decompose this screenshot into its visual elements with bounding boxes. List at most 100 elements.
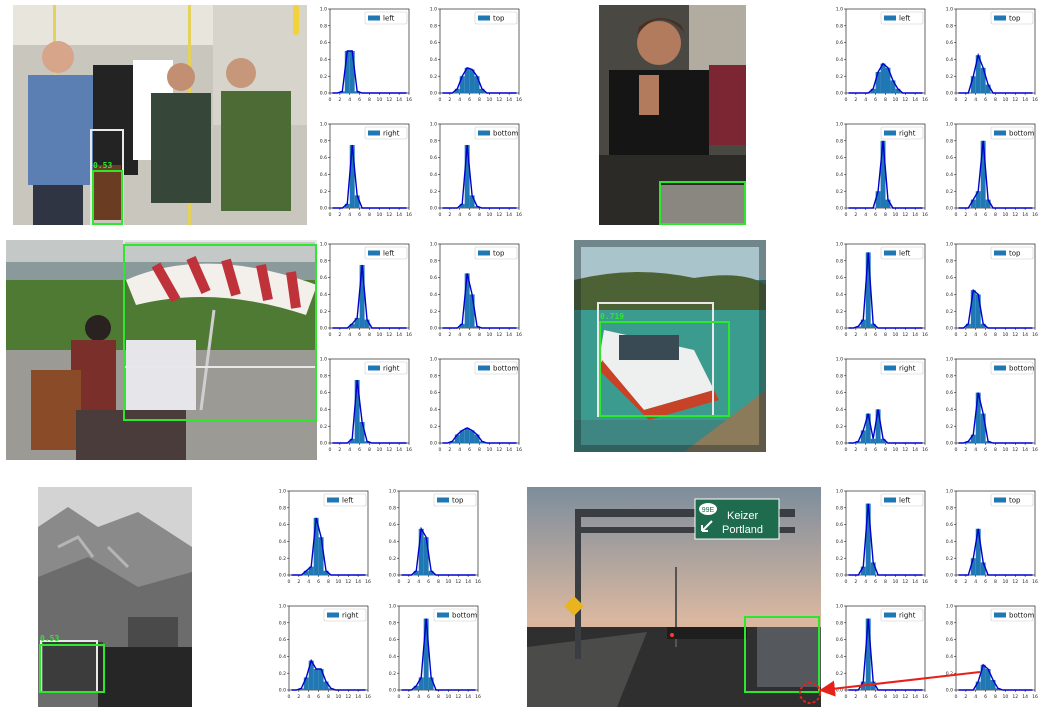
histogram-bar xyxy=(970,558,976,575)
histogram-bar xyxy=(865,252,871,328)
y-tick-label: 0.4 xyxy=(320,57,327,63)
y-tick-label: 0.4 xyxy=(836,292,843,298)
y-tick-label: 0.4 xyxy=(946,539,953,545)
histogram-left: 0 2 4 6 8 10 12 14 16 0.0 0.2 0.4 0.6 0.8 1.0 left xyxy=(832,5,928,105)
y-tick-label: 0.0 xyxy=(836,441,843,447)
x-tick-label: 16 xyxy=(1032,332,1038,338)
y-tick-label: 0.2 xyxy=(430,74,437,80)
y-tick-label: 1.0 xyxy=(430,242,437,248)
legend-box xyxy=(880,246,924,260)
x-tick-label: 10 xyxy=(892,212,898,218)
histogram-bar xyxy=(474,206,480,208)
x-tick-label: 4 xyxy=(417,579,420,585)
x-tick-label: 16 xyxy=(922,97,928,103)
histogram-bottom: 0 2 4 6 8 10 12 14 16 0.0 0.2 0.4 0.6 0.8 1.0 bottom xyxy=(942,355,1038,455)
histogram-bar xyxy=(413,685,419,690)
x-tick-label: 6 xyxy=(874,694,877,700)
y-tick-label: 0.6 xyxy=(320,40,327,46)
histogram-bar xyxy=(970,76,976,93)
histogram-right: 0 2 4 6 8 10 12 14 16 0.0 0.2 0.4 0.6 0.8 1.0 right xyxy=(832,355,928,455)
y-tick-label: 0.8 xyxy=(946,23,953,29)
x-tick-label: 0 xyxy=(845,694,848,700)
y-tick-label: 1.0 xyxy=(430,357,437,363)
x-tick-label: 10 xyxy=(445,579,451,585)
histogram-bar xyxy=(995,688,1001,690)
y-tick-label: 1.0 xyxy=(946,7,953,13)
y-tick-label: 0.0 xyxy=(389,573,396,579)
y-tick-label: 0.4 xyxy=(389,654,396,660)
x-tick-label: 8 xyxy=(478,332,481,338)
y-tick-label: 0.6 xyxy=(320,275,327,281)
x-tick-label: 2 xyxy=(407,694,410,700)
x-tick-label: 2 xyxy=(854,332,857,338)
legend-box xyxy=(433,493,477,507)
x-tick-label: 0 xyxy=(845,579,848,585)
x-tick-label: 10 xyxy=(1002,212,1008,218)
histogram-bar xyxy=(469,430,475,443)
histogram-bar xyxy=(344,51,350,93)
y-tick-label: 0.4 xyxy=(320,172,327,178)
x-tick-label: 4 xyxy=(974,579,977,585)
x-tick-label: 8 xyxy=(437,579,440,585)
x-tick-label: 4 xyxy=(307,694,310,700)
y-tick-label: 0.4 xyxy=(320,292,327,298)
y-tick-label: 0.8 xyxy=(430,258,437,264)
x-tick-label: 16 xyxy=(922,332,928,338)
histogram-top: 0 2 4 6 8 10 12 14 16 0.0 0.2 0.4 0.6 0.8 1.0 top xyxy=(942,487,1038,587)
y-tick-label: 0.4 xyxy=(836,539,843,545)
y-tick-label: 1.0 xyxy=(320,7,327,13)
x-tick-label: 12 xyxy=(902,447,908,453)
x-tick-label: 12 xyxy=(386,447,392,453)
x-tick-label: 10 xyxy=(486,212,492,218)
x-tick-label: 2 xyxy=(297,694,300,700)
x-tick-label: 6 xyxy=(317,694,320,700)
y-tick-label: 0.8 xyxy=(389,505,396,511)
x-tick-label: 16 xyxy=(475,694,481,700)
x-tick-label: 12 xyxy=(1012,97,1018,103)
y-tick-label: 0.4 xyxy=(279,539,286,545)
legend-box xyxy=(880,608,924,622)
y-tick-label: 0.4 xyxy=(320,407,327,413)
histogram-bar xyxy=(865,503,871,575)
x-tick-label: 0 xyxy=(955,212,958,218)
legend-label: left xyxy=(899,249,911,257)
histogram-bar xyxy=(895,88,901,93)
x-tick-label: 14 xyxy=(1022,579,1028,585)
y-tick-label: 1.0 xyxy=(320,357,327,363)
detection-score: 0.53 xyxy=(40,634,60,643)
y-tick-label: 1.0 xyxy=(279,604,286,610)
y-tick-label: 0.4 xyxy=(836,172,843,178)
x-tick-label: 6 xyxy=(874,97,877,103)
histogram-bar xyxy=(449,441,455,443)
x-tick-label: 16 xyxy=(475,579,481,585)
x-tick-label: 14 xyxy=(506,212,512,218)
x-tick-label: 2 xyxy=(338,97,341,103)
histogram-bar xyxy=(880,140,886,208)
y-tick-label: 0.4 xyxy=(430,57,437,63)
legend-label: bottom xyxy=(1009,364,1034,372)
x-tick-label: 16 xyxy=(922,694,928,700)
y-tick-label: 0.4 xyxy=(836,407,843,413)
x-tick-label: 12 xyxy=(902,97,908,103)
x-tick-label: 16 xyxy=(406,212,412,218)
x-tick-label: 0 xyxy=(439,332,442,338)
x-tick-label: 16 xyxy=(365,694,371,700)
histogram-bar xyxy=(870,562,876,575)
histogram-bar xyxy=(413,570,419,575)
histogram-bar xyxy=(875,72,881,93)
y-tick-label: 0.0 xyxy=(430,326,437,332)
histogram-bar xyxy=(870,323,876,328)
x-tick-label: 10 xyxy=(1002,694,1008,700)
histogram-bar xyxy=(980,562,986,575)
x-tick-label: 10 xyxy=(892,694,898,700)
y-tick-label: 0.8 xyxy=(320,138,327,144)
histogram-bar xyxy=(313,517,319,575)
histogram-top: 0 2 4 6 8 10 12 14 16 0.0 0.2 0.4 0.6 0.8 1.0 top xyxy=(942,240,1038,340)
x-tick-label: 10 xyxy=(335,579,341,585)
y-tick-label: 0.2 xyxy=(320,74,327,80)
density-line xyxy=(442,427,517,444)
x-tick-label: 8 xyxy=(368,332,371,338)
legend-swatch xyxy=(994,497,1006,503)
y-tick-label: 0.8 xyxy=(836,258,843,264)
histogram-bar xyxy=(980,67,986,93)
